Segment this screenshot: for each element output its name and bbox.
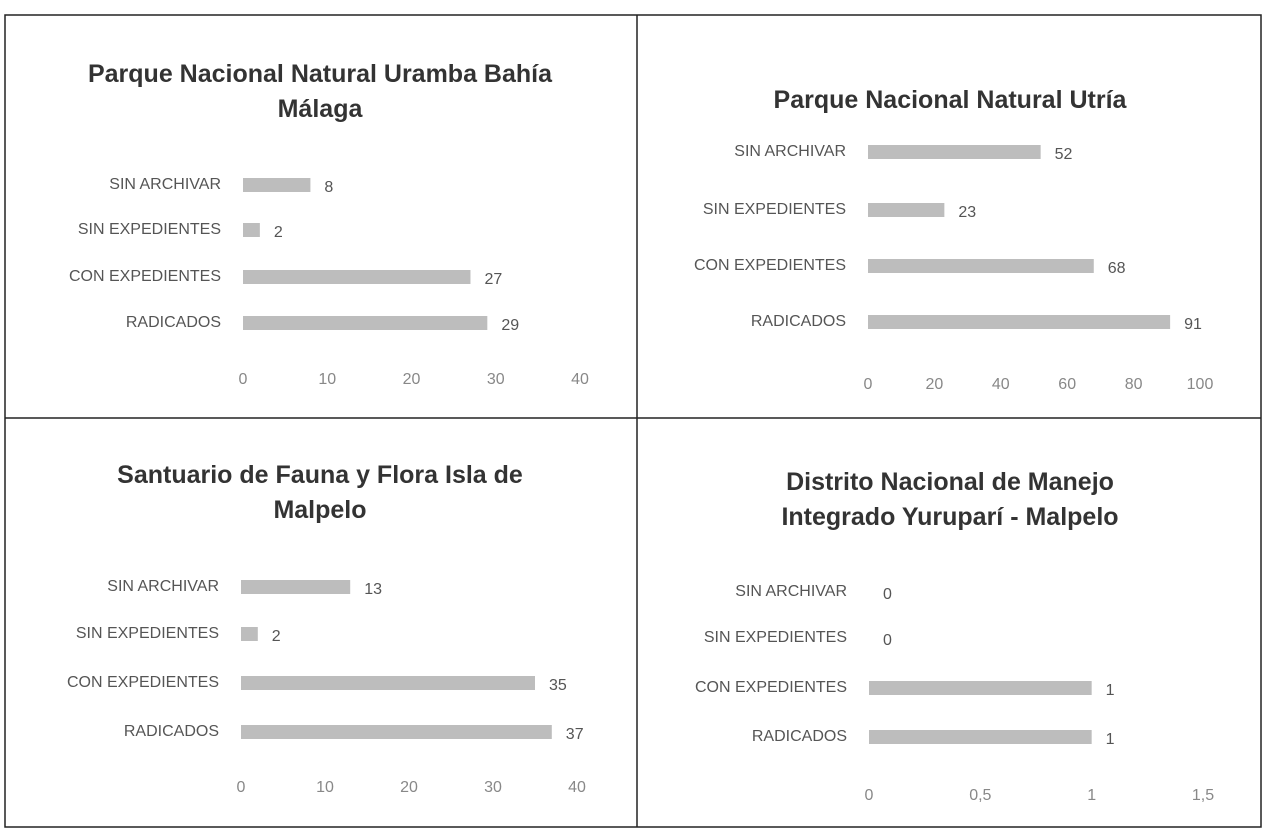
value-label: 68 [1108, 260, 1126, 277]
value-label: 13 [364, 581, 382, 598]
x-tick-label: 30 [484, 779, 502, 796]
value-label: 37 [566, 726, 584, 743]
category-label: CON EXPEDIENTES [67, 674, 219, 691]
bar [241, 676, 535, 690]
bar [869, 681, 1092, 695]
x-tick-label: 1,5 [1192, 787, 1214, 804]
category-label: RADICADOS [124, 723, 219, 740]
x-tick-label: 30 [487, 371, 505, 388]
x-tick-label: 100 [1187, 376, 1214, 393]
category-label: RADICADOS [126, 314, 221, 331]
category-label: RADICADOS [752, 728, 847, 745]
x-tick-label: 0,5 [969, 787, 991, 804]
x-tick-label: 20 [926, 376, 944, 393]
x-tick-label: 10 [316, 779, 334, 796]
bar [869, 730, 1092, 744]
x-tick-label: 10 [318, 371, 336, 388]
value-label: 91 [1184, 316, 1202, 333]
x-tick-label: 40 [571, 371, 589, 388]
chart-title: Parque Nacional Natural Uramba Bahía Mál… [87, 60, 553, 123]
category-label: CON EXPEDIENTES [695, 679, 847, 696]
category-label: SIN ARCHIVAR [107, 578, 219, 595]
x-tick-label: 40 [568, 779, 586, 796]
category-label: SIN ARCHIVAR [735, 583, 847, 600]
x-tick-label: 0 [239, 371, 248, 388]
category-label: CON EXPEDIENTES [69, 268, 221, 285]
bar [868, 315, 1171, 329]
bar [868, 145, 1041, 159]
bar [241, 580, 351, 594]
value-label: 8 [324, 179, 333, 196]
category-label: SIN EXPEDIENTES [78, 221, 221, 238]
x-tick-label: 60 [1058, 376, 1076, 393]
value-label: 23 [958, 204, 976, 221]
x-tick-label: 0 [237, 779, 246, 796]
value-label: 27 [484, 271, 502, 288]
value-label: 0 [883, 586, 892, 603]
value-label: 35 [549, 677, 567, 694]
bar [243, 223, 260, 237]
category-label: RADICADOS [751, 313, 846, 330]
category-label: SIN EXPEDIENTES [704, 629, 847, 646]
value-label: 0 [883, 632, 892, 649]
value-label: 2 [272, 628, 281, 645]
chart-title: Santuario de Fauna y Flora Isla de Malpe… [117, 461, 523, 524]
x-tick-label: 0 [864, 376, 873, 393]
bar [868, 203, 945, 217]
value-label: 1 [1106, 731, 1115, 748]
value-label: 1 [1106, 682, 1115, 699]
x-tick-label: 20 [400, 779, 418, 796]
category-label: SIN ARCHIVAR [109, 176, 221, 193]
x-tick-label: 40 [992, 376, 1010, 393]
chart-title: Distrito Nacional de Manejo Integrado Yu… [781, 468, 1119, 531]
x-tick-label: 0 [865, 787, 874, 804]
bar [243, 270, 471, 284]
bar [243, 178, 311, 192]
value-label: 52 [1055, 146, 1073, 163]
x-tick-label: 20 [403, 371, 421, 388]
category-label: SIN EXPEDIENTES [76, 625, 219, 642]
category-label: SIN EXPEDIENTES [703, 201, 846, 218]
category-label: CON EXPEDIENTES [694, 257, 846, 274]
bar [241, 627, 258, 641]
x-tick-label: 80 [1125, 376, 1143, 393]
value-label: 29 [501, 317, 519, 334]
bar [241, 725, 552, 739]
category-label: SIN ARCHIVAR [734, 143, 846, 160]
bar [243, 316, 488, 330]
value-label: 2 [274, 224, 283, 241]
frame [4, 14, 1262, 828]
bar [868, 259, 1094, 273]
chart-title: Parque Nacional Natural Utría [773, 86, 1127, 114]
x-tick-label: 1 [1087, 787, 1096, 804]
